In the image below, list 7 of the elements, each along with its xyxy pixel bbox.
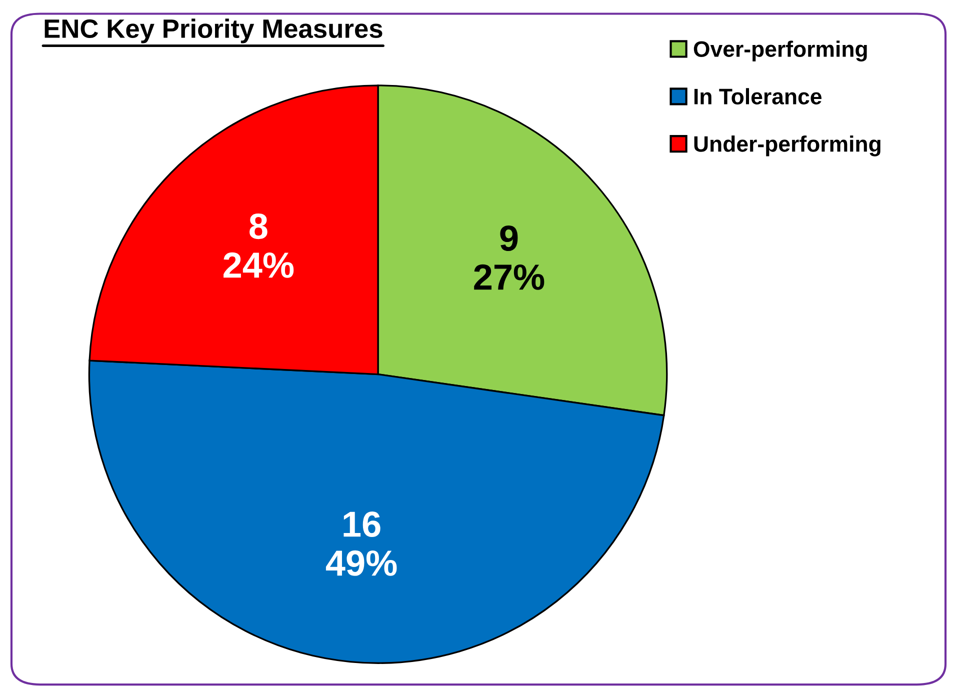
data-label: 9 27% bbox=[474, 225, 544, 290]
legend-label: In Tolerance bbox=[694, 88, 822, 104]
chart-title: ENC Key Priority Measures bbox=[44, 18, 382, 44]
legend-label: Under-performing bbox=[694, 136, 880, 156]
legend-label: Over-performing bbox=[694, 40, 867, 62]
data-label: 16 49% bbox=[326, 511, 397, 576]
data-label: 8 24% bbox=[224, 214, 294, 278]
